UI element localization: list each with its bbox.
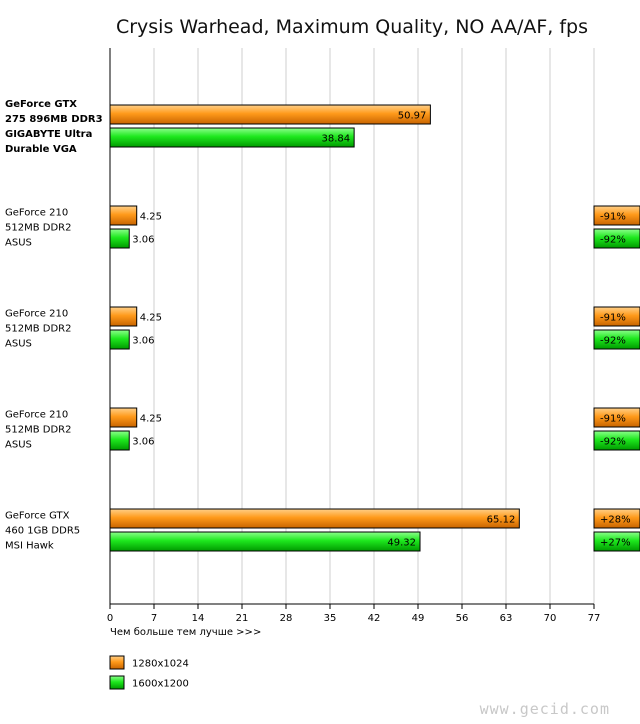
x-tick-label: 42 <box>368 613 381 624</box>
bar-1600x1200 <box>109 329 130 350</box>
data-label: 3.06 <box>132 235 154 246</box>
x-tick-label: 28 <box>280 613 293 624</box>
x-tick-label: 7 <box>151 613 157 624</box>
diff-label: +27% <box>600 538 631 549</box>
diff-box <box>593 531 640 552</box>
legend-label: 1600x1200 <box>132 679 189 690</box>
x-tick-label: 35 <box>324 613 337 624</box>
bar-1280x1024 <box>109 407 138 428</box>
diff-label: -91% <box>600 414 626 425</box>
diff-label: -92% <box>600 437 626 448</box>
bar-1280x1024 <box>109 205 138 226</box>
x-tick-label: 21 <box>236 613 249 624</box>
data-label: 4.25 <box>140 212 162 223</box>
category-label: MSI Hawk <box>5 541 54 552</box>
category-label: 275 896MB DDR3 <box>5 114 103 125</box>
diff-label: -92% <box>600 336 626 347</box>
diff-label: -91% <box>600 212 626 223</box>
data-label: 4.25 <box>140 313 162 324</box>
bar-1600x1200 <box>109 228 130 249</box>
category-label: Durable VGA <box>5 144 77 155</box>
x-tick-label: 14 <box>192 613 205 624</box>
category-label: GeForce 210 <box>5 309 68 320</box>
chart-title: Crysis Warhead, Maximum Quality, NO AA/A… <box>115 16 588 38</box>
x-axis-label: Чем больше тем лучше >>> <box>110 627 261 638</box>
data-label: 4.25 <box>140 414 162 425</box>
legend-swatch <box>109 675 125 690</box>
x-tick-label: 63 <box>500 613 513 624</box>
data-label: 38.84 <box>321 134 350 145</box>
diff-box <box>593 508 640 529</box>
category-label: GeForce GTX <box>5 511 70 522</box>
bar-1280x1024 <box>109 104 431 125</box>
watermark: www.gecid.com <box>479 700 610 718</box>
diff-box <box>593 407 640 428</box>
diff-box <box>593 430 640 451</box>
x-tick-label: 77 <box>588 613 601 624</box>
category-label: 460 1GB DDR5 <box>5 526 80 537</box>
category-label: ASUS <box>5 238 32 249</box>
diff-box <box>593 228 640 249</box>
x-tick-label: 70 <box>544 613 557 624</box>
diff-box <box>593 329 640 350</box>
bar-1600x1200 <box>109 430 130 451</box>
category-label: 512MB DDR2 <box>5 425 71 436</box>
bar-1280x1024 <box>109 306 138 327</box>
bar-1600x1200 <box>109 127 355 148</box>
category-label: ASUS <box>5 339 32 350</box>
category-label: ASUS <box>5 440 32 451</box>
diff-label: -92% <box>600 235 626 246</box>
category-label: GeForce GTX <box>5 99 77 110</box>
category-label: GIGABYTE Ultra <box>5 129 92 140</box>
diff-label: -91% <box>600 313 626 324</box>
legend-label: 1280x1024 <box>132 659 189 670</box>
legend-swatch <box>109 655 125 670</box>
data-label: 49.32 <box>387 538 416 549</box>
category-label: 512MB DDR2 <box>5 223 71 234</box>
category-label: GeForce 210 <box>5 410 68 421</box>
x-tick-label: 56 <box>456 613 469 624</box>
category-label: 512MB DDR2 <box>5 324 71 335</box>
bar-1280x1024 <box>109 508 520 529</box>
data-label: 3.06 <box>132 336 154 347</box>
data-label: 50.97 <box>398 111 427 122</box>
data-label: 3.06 <box>132 437 154 448</box>
data-label: 65.12 <box>487 515 516 526</box>
x-tick-label: 0 <box>107 613 113 624</box>
diff-box <box>593 306 640 327</box>
bar-1600x1200 <box>109 531 421 552</box>
diff-label: +28% <box>600 515 631 526</box>
x-tick-label: 49 <box>412 613 425 624</box>
diff-box <box>593 205 640 226</box>
category-label: GeForce 210 <box>5 208 68 219</box>
